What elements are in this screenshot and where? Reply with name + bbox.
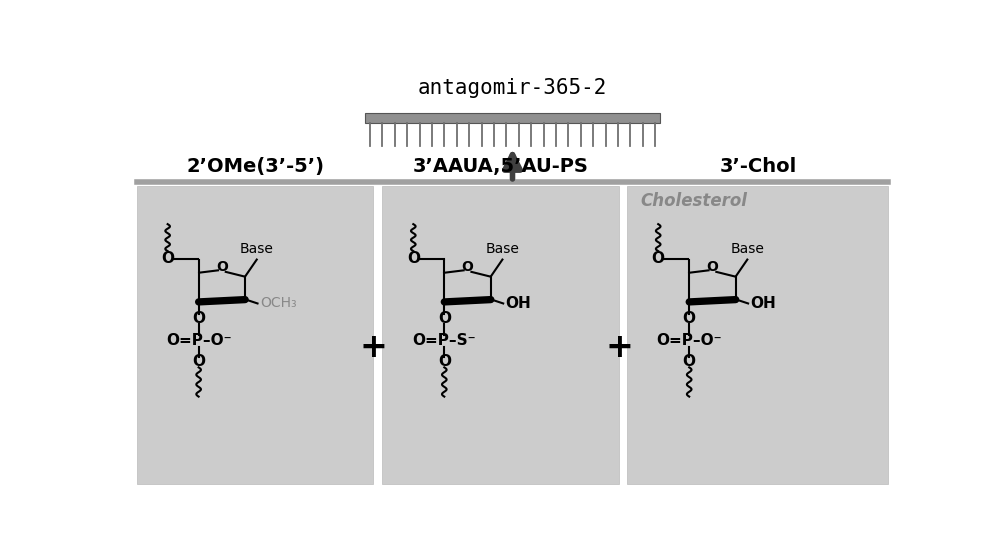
Bar [365, 113, 660, 122]
Text: Cholesterol: Cholesterol [640, 192, 747, 210]
Text: O: O [438, 354, 451, 370]
Text: O: O [683, 354, 696, 370]
Text: antagomir-365-2: antagomir-365-2 [418, 78, 607, 98]
Text: 2’OMe(3’-5’): 2’OMe(3’-5’) [186, 157, 324, 176]
Text: O: O [192, 311, 205, 327]
Text: O: O [462, 260, 473, 274]
Text: Base: Base [730, 242, 764, 257]
Text: O: O [216, 260, 228, 274]
Text: Base: Base [485, 242, 519, 257]
Text: O=P–O⁻: O=P–O⁻ [166, 333, 231, 348]
Text: 3’-Chol: 3’-Chol [720, 157, 797, 176]
Text: OH: OH [750, 296, 776, 311]
Text: O: O [652, 251, 665, 266]
Bar [382, 186, 619, 484]
Bar [137, 186, 373, 484]
Text: O: O [707, 260, 718, 274]
Text: O: O [407, 251, 420, 266]
Text: +: + [359, 331, 387, 364]
Text: O=P–O⁻: O=P–O⁻ [656, 333, 722, 348]
Bar [627, 186, 888, 484]
Text: O: O [438, 311, 451, 327]
Text: O=P–S⁻: O=P–S⁻ [412, 333, 476, 348]
Text: O: O [683, 311, 696, 327]
Text: +: + [606, 331, 633, 364]
Text: OCH₃: OCH₃ [260, 296, 296, 311]
Text: 3’AAUA,5’AU-PS: 3’AAUA,5’AU-PS [413, 157, 589, 176]
Text: O: O [161, 251, 174, 266]
Text: OH: OH [506, 296, 531, 311]
Text: O: O [192, 354, 205, 370]
Text: Base: Base [240, 242, 274, 257]
